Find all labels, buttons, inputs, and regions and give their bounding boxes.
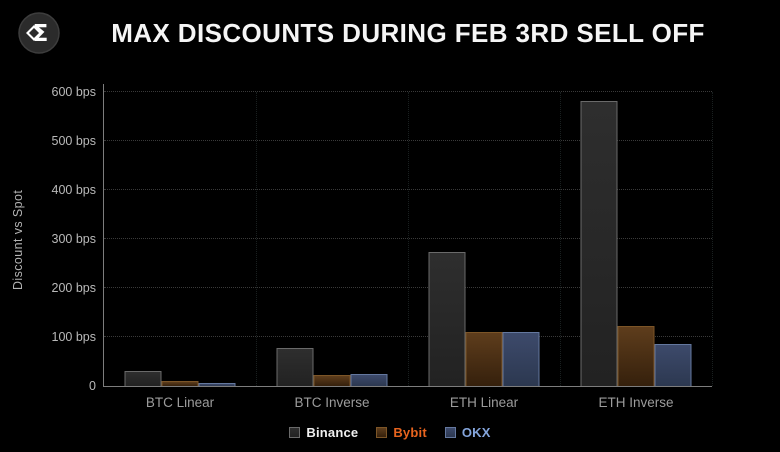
legend-label: OKX [461,425,491,440]
bar-okx-btc-linear [198,383,236,386]
gridline-vertical [256,92,257,386]
gridline-vertical [408,92,409,386]
y-tick-label: 600 bps [51,85,96,99]
header: MAX DISCOUNTS DURING FEB 3RD SELL OFF [0,18,780,49]
bar-binance-btc-inverse [276,347,314,386]
sigma-diamond-icon: Σ [18,12,60,54]
gridline-vertical [560,92,561,386]
y-axis-label: Discount vs Spot [11,189,25,290]
legend-swatch [444,427,456,438]
y-tick-label: 200 bps [51,281,96,295]
bar-group-btc-linear [124,371,236,386]
bar-bybit-btc-inverse [313,375,351,386]
bar-group-eth-inverse [580,100,692,386]
x-category-label: BTC Inverse [294,395,370,410]
legend-item-bybit: Bybit [376,425,427,440]
x-category-label: ETH Linear [449,395,519,410]
gridline-vertical [712,92,713,386]
bar-bybit-eth-inverse [617,326,655,386]
legend-label: Binance [306,425,359,440]
bar-okx-eth-linear [502,332,540,386]
y-tick-label: 0 [89,379,96,393]
bar-binance-eth-inverse [580,100,618,386]
x-category-label: ETH Inverse [598,395,674,410]
bar-bybit-btc-linear [161,381,199,386]
y-tick-label: 100 bps [51,330,96,344]
chart-title: MAX DISCOUNTS DURING FEB 3RD SELL OFF [111,18,705,48]
bar-okx-eth-inverse [654,343,692,386]
y-tick-label: 400 bps [51,183,96,197]
x-category-label: BTC Linear [145,395,215,410]
legend-swatch [376,427,388,438]
y-tick-label: 500 bps [51,134,96,148]
bar-binance-eth-linear [428,252,466,386]
bar-okx-btc-inverse [350,373,388,386]
logo: Σ [18,12,60,54]
legend-item-okx: OKX [444,425,491,440]
gridline [104,91,712,92]
diamond-glyph [26,25,42,41]
legend-swatch [289,427,301,438]
bar-bybit-eth-linear [465,331,503,386]
y-tick-label: 300 bps [51,232,96,246]
legend-item-binance: Binance [289,425,358,440]
legend-label: Bybit [393,425,427,440]
plot-area: 0 100 bps 200 bps 300 bps 400 bps 500 bps 600 … [52,85,713,410]
bar-binance-btc-linear [124,371,162,386]
bar-group-eth-linear [428,252,540,386]
y-axis-line-cap [103,84,104,92]
legend: Binance Bybit OKX [0,425,780,440]
bar-group-btc-inverse [276,347,388,386]
